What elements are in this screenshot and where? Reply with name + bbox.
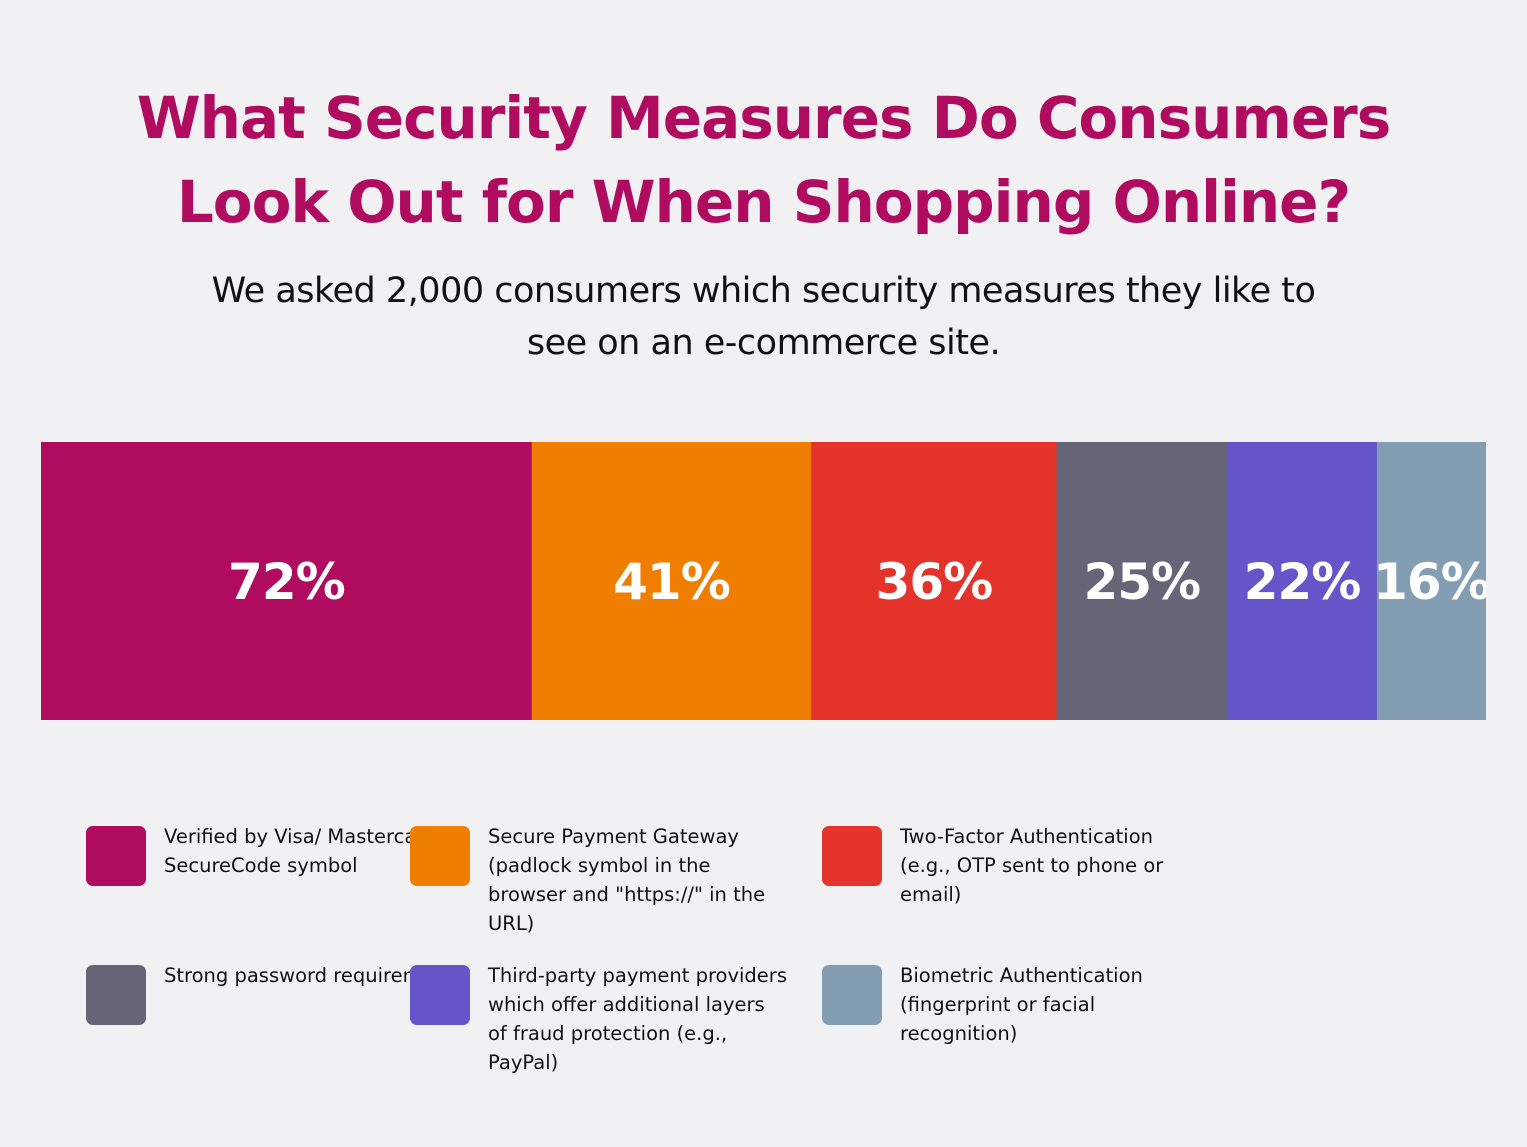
- bar-segment-third-party-providers: [1226, 442, 1378, 720]
- legend-label: Third-party payment providers which offe…: [488, 964, 787, 1074]
- legend-swatch: [410, 965, 470, 1025]
- legend-item-two-factor: Two-Factor Authentication (e.g., OTP sen…: [822, 825, 1182, 916]
- bar-segment-visa-mastercard: [41, 442, 533, 720]
- legend-label: Biometric Authentication (fingerprint or…: [900, 964, 1143, 1045]
- legend-swatch: [822, 826, 882, 886]
- bar-segment-biometric: [1376, 442, 1486, 720]
- legend-swatch: [410, 826, 470, 886]
- legend-swatch: [86, 826, 146, 886]
- legend-swatch: [86, 965, 146, 1025]
- bar-segment-secure-payment-gateway: [531, 442, 812, 720]
- bar-segment-two-factor: [811, 442, 1058, 720]
- chart-subtitle: We asked 2,000 consumers which security …: [211, 271, 1316, 363]
- data-label-two-factor: 36%: [876, 553, 993, 611]
- data-label-visa-mastercard: 72%: [228, 553, 345, 611]
- chart-title: What Security Measures Do Consumers Look…: [136, 84, 1392, 236]
- stacked-bar-chart: 72% 41% 36% 25% 22% 16%: [41, 442, 1486, 720]
- legend-label: Strong password requirements: [164, 964, 464, 987]
- legend-item-strong-password: Strong password requirements: [86, 964, 464, 1055]
- legend-label: Verified by Visa/ Mastercard SecureCode …: [164, 825, 437, 877]
- legend-label: Secure Payment Gateway (padlock symbol i…: [488, 825, 766, 935]
- data-label-strong-password: 25%: [1083, 553, 1200, 611]
- legend-label: Two-Factor Authentication (e.g., OTP sen…: [900, 825, 1164, 906]
- legend-item-secure-payment-gateway: Secure Payment Gateway (padlock symbol i…: [410, 825, 770, 935]
- bar-segment-strong-password: [1056, 442, 1228, 720]
- data-label-biometric: 16%: [1373, 553, 1486, 611]
- legend-item-biometric: Biometric Authentication (fingerprint or…: [822, 964, 1182, 1055]
- data-label-third-party-providers: 22%: [1244, 553, 1361, 611]
- legend-swatch: [822, 965, 882, 1025]
- data-label-secure-payment-gateway: 41%: [613, 553, 730, 611]
- legend-item-third-party-providers: Third-party payment providers which offe…: [410, 964, 787, 1074]
- stacked-bar-svg: 72% 41% 36% 25% 22% 16%: [41, 442, 1486, 720]
- legend-item-visa-mastercard: Verified by Visa/ Mastercard SecureCode …: [86, 825, 446, 916]
